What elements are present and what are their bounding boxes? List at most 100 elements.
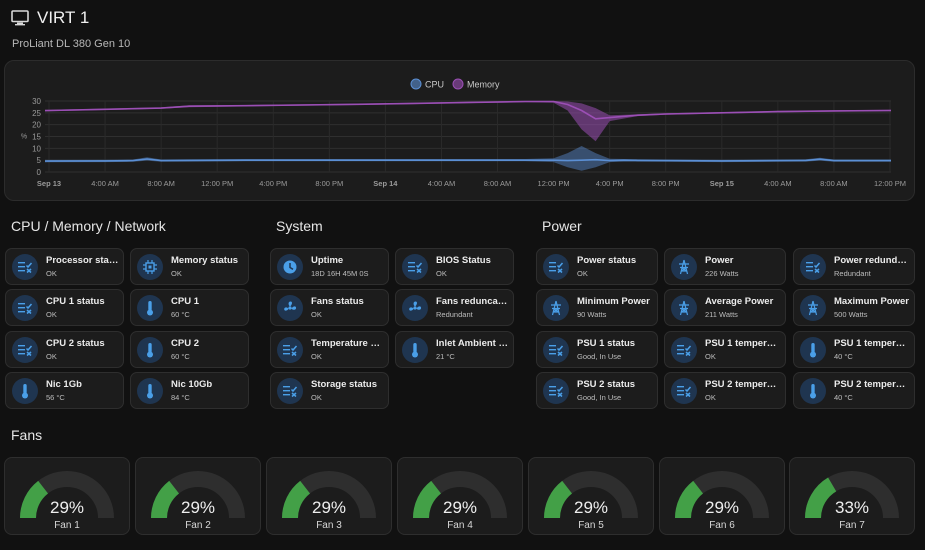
tile-psu-2-temperature[interactable]: PSU 2 temperature 40 °C <box>793 372 915 409</box>
tile-processor-status[interactable]: Processor status OK <box>5 248 124 285</box>
page-title: VIRT 1 <box>37 8 90 27</box>
legend-label-cpu[interactable]: CPU <box>425 80 444 90</box>
tile-psu-2-temperature-status[interactable]: PSU 2 temperature status OK <box>664 372 786 409</box>
gauge-arc <box>544 471 638 519</box>
tile-storage-status[interactable]: Storage status OK <box>270 372 389 409</box>
series-band-memory <box>45 101 891 142</box>
tile-state: OK <box>46 310 57 319</box>
tile-state: OK <box>436 269 447 278</box>
tile-cpu-1[interactable]: CPU 1 60 °C <box>130 289 249 326</box>
tile-cpu-2-status[interactable]: CPU 2 status OK <box>5 331 124 368</box>
x-tick-label: 8:00 AM <box>147 179 175 188</box>
fan-percent: 29% <box>704 498 740 517</box>
tile-fans-status[interactable]: Fans status OK <box>270 289 389 326</box>
tile-name: CPU 1 status <box>46 296 105 307</box>
status-list-icon <box>12 294 38 321</box>
tile-state: 60 °C <box>171 352 190 361</box>
x-tick-label: 4:00 PM <box>259 179 287 188</box>
tile-fans-reduncancy-status[interactable]: Fans reduncancy status Redundant <box>395 289 514 326</box>
tile-power[interactable]: Power 226 Watts <box>664 248 786 285</box>
tile-minimum-power[interactable]: Minimum Power 90 Watts <box>536 289 658 326</box>
tile-name: PSU 2 temperature <box>834 379 910 390</box>
y-tick-label: 15 <box>32 133 41 142</box>
tile-power-status[interactable]: Power status OK <box>536 248 658 285</box>
gauge-fill <box>544 480 573 519</box>
fan-gauge-2[interactable]: 29% Fan 2 <box>135 457 261 535</box>
gauge-arc <box>151 471 245 519</box>
fan-percent: 33% <box>834 498 870 517</box>
tile-state: Good, In Use <box>577 352 622 361</box>
tile-name: Minimum Power <box>577 296 650 307</box>
x-tick-label: Sep 14 <box>373 179 398 188</box>
fan-name: Fan 1 <box>54 520 80 531</box>
tile-state: OK <box>705 393 716 402</box>
tile-state: Redundant <box>436 310 473 319</box>
fan-gauge-5[interactable]: 29% Fan 5 <box>528 457 654 535</box>
tile-name: BIOS Status <box>436 255 491 266</box>
series-line-cpu <box>45 158 891 162</box>
legend-swatch-memory[interactable] <box>452 78 464 90</box>
page-title-group: VIRT 1 <box>11 8 89 28</box>
legend-swatch-cpu[interactable] <box>410 78 422 90</box>
tile-cpu-2[interactable]: CPU 2 60 °C <box>130 331 249 368</box>
history-chart-card[interactable]: 0 5 10 15 20 25 30% Sep 13 4:00 AM 8:00 AM 12:00 P… <box>4 60 915 201</box>
gauge-arc <box>20 471 114 519</box>
tile-name: Temperature status <box>311 338 384 349</box>
tile-state: OK <box>171 269 182 278</box>
tile-uptime[interactable]: Uptime 18D 16H 45M 0S <box>270 248 389 285</box>
power-tower-icon <box>671 253 697 280</box>
tile-inlet-ambient-temperature[interactable]: Inlet Ambient temperature 21 °C <box>395 331 514 368</box>
tile-state: 226 Watts <box>705 269 739 278</box>
tile-average-power[interactable]: Average Power 211 Watts <box>664 289 786 326</box>
y-tick-label: 5 <box>37 156 42 165</box>
fan-name: Fan 2 <box>185 520 211 531</box>
tile-bios-status[interactable]: BIOS Status OK <box>395 248 514 285</box>
fan-icon <box>277 294 303 321</box>
tile-psu-1-status[interactable]: PSU 1 status Good, In Use <box>536 331 658 368</box>
fan-gauge-6[interactable]: 29% Fan 6 <box>659 457 785 535</box>
tile-cpu-1-status[interactable]: CPU 1 status OK <box>5 289 124 326</box>
gauge-arc <box>413 471 507 519</box>
tile-psu-1-temperature-status[interactable]: PSU 1 temperature status OK <box>664 331 786 368</box>
status-list-icon <box>12 253 38 280</box>
fan-gauge-1[interactable]: 29% Fan 1 <box>4 457 130 535</box>
x-tick-label: 8:00 AM <box>820 179 848 188</box>
tile-name: PSU 2 temperature status <box>705 379 781 390</box>
tile-state: 40 °C <box>834 393 853 402</box>
history-chart[interactable]: 0 5 10 15 20 25 30% Sep 13 4:00 AM 8:00 AM 12:00 P… <box>5 61 916 202</box>
gauge-fill <box>282 480 311 519</box>
tile-psu-2-status[interactable]: PSU 2 status Good, In Use <box>536 372 658 409</box>
tile-name: Average Power <box>705 296 774 307</box>
chip-icon <box>137 253 163 280</box>
tile-maximum-power[interactable]: Maximum Power 500 Watts <box>793 289 915 326</box>
series-memory <box>45 100 891 142</box>
fan-name: Fan 7 <box>839 520 865 531</box>
tile-state: OK <box>46 352 57 361</box>
page-subtitle: ProLiant DL 380 Gen 10 <box>12 38 131 50</box>
thermometer-icon <box>800 377 826 404</box>
tile-state: 56 °C <box>46 393 65 402</box>
tile-temperature-status[interactable]: Temperature status OK <box>270 331 389 368</box>
tile-state: 90 Watts <box>577 310 607 319</box>
legend-label-memory[interactable]: Memory <box>467 80 500 90</box>
thermometer-icon <box>137 294 163 321</box>
fan-gauge-3[interactable]: 29% Fan 3 <box>266 457 392 535</box>
thermometer-icon <box>800 336 826 363</box>
gauge-fill <box>675 480 704 519</box>
tile-name: PSU 1 status <box>577 338 636 349</box>
fan-name: Fan 6 <box>709 520 735 531</box>
tile-state: OK <box>577 269 588 278</box>
tile-name: CPU 2 status <box>46 338 105 349</box>
tile-memory-status[interactable]: Memory status OK <box>130 248 249 285</box>
tile-nic-1gb[interactable]: Nic 1Gb 56 °C <box>5 372 124 409</box>
tile-name: PSU 2 status <box>577 379 636 390</box>
y-axis-label: % <box>21 134 27 141</box>
tile-name: Power <box>705 255 734 266</box>
fan-percent: 29% <box>573 498 609 517</box>
tile-psu-1-temperature[interactable]: PSU 1 temperature 40 °C <box>793 331 915 368</box>
fan-gauge-7[interactable]: 33% Fan 7 <box>789 457 915 535</box>
tile-nic-10gb[interactable]: Nic 10Gb 84 °C <box>130 372 249 409</box>
power-tower-icon <box>671 294 697 321</box>
fan-gauge-4[interactable]: 29% Fan 4 <box>397 457 523 535</box>
tile-power-redundancy-status[interactable]: Power redundancy status Redundant <box>793 248 915 285</box>
